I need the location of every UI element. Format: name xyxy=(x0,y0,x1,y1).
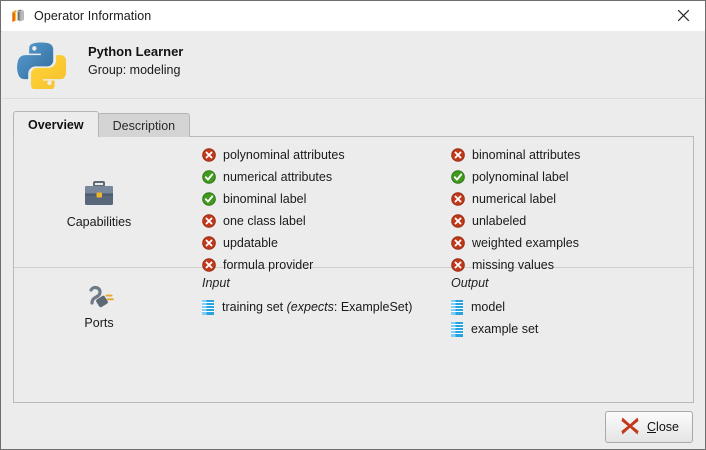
python-logo-icon xyxy=(16,39,68,93)
rapidminer-logo-icon xyxy=(10,8,26,24)
capability-row: one class label xyxy=(202,210,345,232)
ports-label: Ports xyxy=(84,316,114,330)
capability-label: missing values xyxy=(472,258,554,272)
port-label: training set (expects: ExampleSet) xyxy=(222,300,412,314)
green-check-icon xyxy=(202,192,216,206)
close-button-label: Close xyxy=(647,420,679,434)
operator-header: Python Learner Group: modeling xyxy=(2,31,705,99)
port-row: model xyxy=(451,296,538,318)
capability-row: unlabeled xyxy=(451,210,580,232)
plug-icon xyxy=(14,280,184,313)
close-button-label-rest: lose xyxy=(656,420,679,434)
port-label: model xyxy=(471,300,506,314)
capability-row: binominal attributes xyxy=(451,144,580,166)
capability-label: numerical attributes xyxy=(223,170,333,184)
tab-description[interactable]: Description xyxy=(97,113,191,137)
capability-row: numerical attributes xyxy=(202,166,345,188)
port-row: training set (expects: ExampleSet) xyxy=(202,296,412,318)
operator-name: Python Learner xyxy=(88,44,184,59)
port-label: example set xyxy=(471,322,539,336)
operator-group: Group: modeling xyxy=(88,63,181,77)
title-bar: Operator Information xyxy=(1,1,705,32)
red-cross-icon xyxy=(451,258,465,272)
capability-label: formula provider xyxy=(223,258,314,272)
capability-label: unlabeled xyxy=(472,214,527,228)
data-table-icon xyxy=(202,299,214,315)
data-table-icon xyxy=(451,321,463,337)
capability-row: numerical label xyxy=(451,188,580,210)
close-button-mnemonic: C xyxy=(647,420,657,434)
ports-icon-column: Ports xyxy=(14,280,184,330)
port-expects-prefix: (expects xyxy=(286,300,334,314)
capability-label: polynominal attributes xyxy=(223,148,345,162)
capability-row: formula provider xyxy=(202,254,345,276)
capability-label: binominal label xyxy=(223,192,307,206)
capability-row: binominal label xyxy=(202,188,345,210)
port-expects-type: : ExampleSet) xyxy=(333,300,413,314)
capabilities-icon-column: Capabilities xyxy=(14,179,184,229)
capability-label: binominal attributes xyxy=(472,148,581,162)
red-cross-icon xyxy=(202,258,216,272)
capability-label: polynominal label xyxy=(472,170,569,184)
overview-panel: Capabilities polynominal attributes nume… xyxy=(13,136,694,403)
window-close-button[interactable] xyxy=(661,1,705,30)
red-cross-icon xyxy=(451,148,465,162)
tab-strip: Overview Description xyxy=(13,111,191,137)
capability-row: polynominal attributes xyxy=(202,144,345,166)
red-cross-icon xyxy=(451,192,465,206)
red-cross-icon xyxy=(202,148,216,162)
briefcase-icon xyxy=(14,179,184,212)
green-check-icon xyxy=(451,170,465,184)
capability-row: polynominal label xyxy=(451,166,580,188)
green-check-icon xyxy=(202,170,216,184)
capability-row: weighted examples xyxy=(451,232,580,254)
close-button[interactable]: Close xyxy=(605,411,693,443)
capabilities-left-column: polynominal attributes numerical attribu… xyxy=(202,144,345,276)
tab-overview-label: Overview xyxy=(28,117,84,132)
data-table-icon xyxy=(451,299,463,315)
input-heading: Input xyxy=(202,276,230,290)
tab-overview[interactable]: Overview xyxy=(13,111,99,137)
input-ports-column: Input training set (expects: ExampleSet) xyxy=(202,276,412,318)
output-heading: Output xyxy=(451,276,489,290)
red-cross-icon xyxy=(202,236,216,250)
capabilities-label: Capabilities xyxy=(66,215,132,229)
port-name: training set xyxy=(222,300,287,314)
capability-label: numerical label xyxy=(472,192,557,206)
capabilities-section: Capabilities polynominal attributes nume… xyxy=(14,137,693,272)
capability-label: updatable xyxy=(223,236,278,250)
close-icon xyxy=(677,9,689,22)
window-title: Operator Information xyxy=(34,9,152,23)
capability-label: one class label xyxy=(223,214,306,228)
capability-label: weighted examples xyxy=(472,236,580,250)
red-x-icon xyxy=(619,415,641,440)
tab-description-label: Description xyxy=(112,118,176,133)
capabilities-right-column: binominal attributes polynominal label n… xyxy=(451,144,580,276)
red-cross-icon xyxy=(451,236,465,250)
output-ports-column: Output model xyxy=(451,276,538,340)
capability-row: missing values xyxy=(451,254,580,276)
red-cross-icon xyxy=(451,214,465,228)
dialog-footer: Close xyxy=(2,403,705,449)
ports-section: Ports Input t xyxy=(14,268,693,403)
red-cross-icon xyxy=(202,214,216,228)
port-row: example set xyxy=(451,318,538,340)
capability-row: updatable xyxy=(202,232,345,254)
